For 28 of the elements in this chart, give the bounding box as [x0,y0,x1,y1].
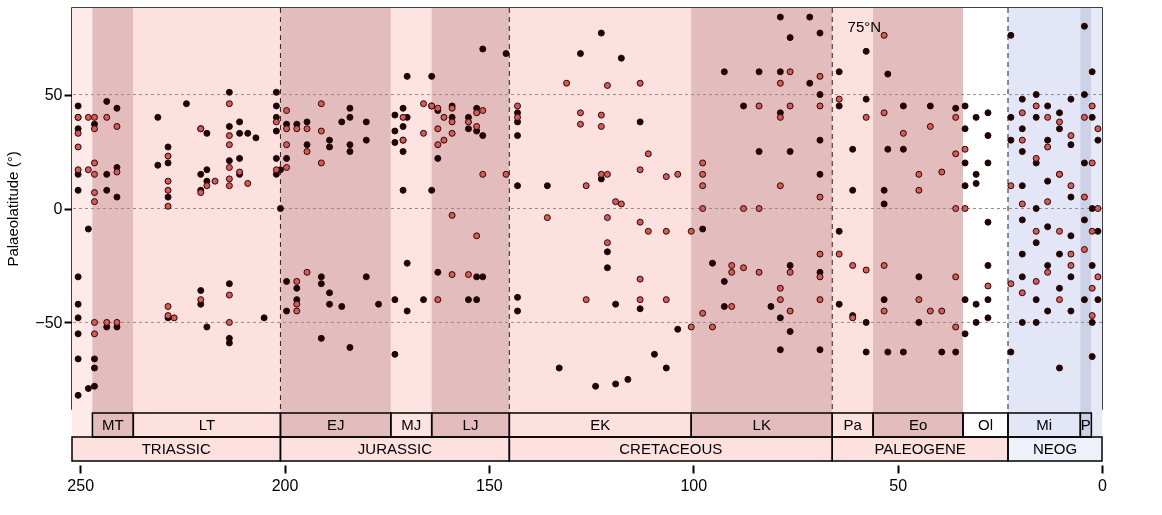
y-tick-label: −50 [35,313,63,331]
y-tick-label: 0 [53,200,63,217]
x-tick-label: 250 [67,476,95,494]
band-label: MJ [401,416,422,433]
band-label: Eo [908,416,928,433]
band-label: PALEOGENE [874,440,966,457]
band-label: Ol [978,416,994,433]
y-tick-label: 50 [44,86,63,104]
band-label: CRETACEOUS [619,440,723,457]
x-tick-label: 50 [889,476,908,494]
band-label: LT [198,416,216,433]
band-label: EK [590,416,611,433]
y-axis-title: Palaeolatitude (°) [4,151,22,267]
x-tick-label: 150 [476,476,503,494]
band-label: TRIASSIC [141,440,211,457]
band-label: EJ [326,416,345,433]
x-tick-label: 200 [271,476,299,494]
band-label: P [1080,416,1091,433]
band-label: Mi [1036,416,1053,433]
band-label: MT [102,416,124,433]
band-label: LJ [462,416,479,433]
annotation: 75°N [847,18,882,35]
band-label: NEOG [1032,440,1078,457]
x-tick-label: 100 [680,476,708,494]
band-label: LK [752,416,771,433]
band-label: Pa [843,416,863,433]
band-label: JURASSIC [357,440,433,457]
x-tick-label: 0 [1098,476,1108,494]
